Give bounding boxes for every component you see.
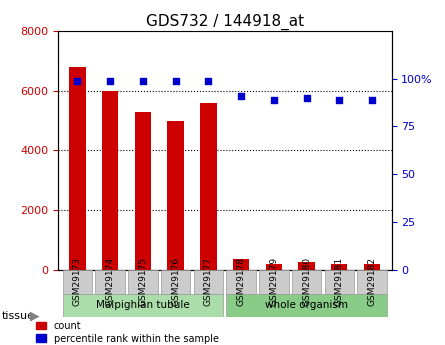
Text: GSM29173: GSM29173 — [73, 257, 82, 306]
Point — [368, 97, 376, 102]
FancyBboxPatch shape — [63, 270, 92, 294]
Point — [172, 78, 179, 83]
FancyBboxPatch shape — [227, 294, 387, 317]
Point — [107, 78, 114, 83]
Text: GSM29180: GSM29180 — [302, 257, 311, 306]
FancyBboxPatch shape — [161, 270, 190, 294]
FancyBboxPatch shape — [63, 294, 223, 317]
FancyBboxPatch shape — [194, 270, 223, 294]
Point — [139, 78, 146, 83]
Point — [205, 78, 212, 83]
Text: Malpighian tubule: Malpighian tubule — [96, 300, 190, 310]
FancyBboxPatch shape — [128, 270, 158, 294]
Point — [270, 97, 277, 102]
Bar — [364, 264, 380, 270]
Text: GSM29179: GSM29179 — [269, 257, 278, 306]
Bar — [298, 262, 315, 270]
Text: GSM29182: GSM29182 — [368, 257, 376, 306]
Point — [74, 78, 81, 83]
Bar — [167, 120, 184, 270]
Bar — [331, 264, 348, 270]
Text: GSM29181: GSM29181 — [335, 257, 344, 306]
Bar — [135, 111, 151, 270]
Bar — [233, 259, 249, 270]
FancyBboxPatch shape — [259, 270, 288, 294]
Bar — [69, 67, 85, 270]
Text: ▶: ▶ — [30, 309, 40, 322]
Text: whole organism: whole organism — [265, 300, 348, 310]
FancyBboxPatch shape — [324, 270, 354, 294]
FancyBboxPatch shape — [357, 270, 387, 294]
Text: GSM29177: GSM29177 — [204, 257, 213, 306]
Title: GDS732 / 144918_at: GDS732 / 144918_at — [146, 13, 304, 30]
Point — [303, 95, 310, 101]
Bar — [266, 264, 282, 270]
Text: GSM29174: GSM29174 — [106, 257, 115, 306]
Bar — [102, 91, 118, 270]
FancyBboxPatch shape — [227, 270, 256, 294]
Point — [238, 93, 245, 99]
Text: GSM29178: GSM29178 — [237, 257, 246, 306]
Bar — [200, 103, 217, 270]
Text: GSM29176: GSM29176 — [171, 257, 180, 306]
FancyBboxPatch shape — [96, 270, 125, 294]
FancyBboxPatch shape — [292, 270, 321, 294]
Text: GSM29175: GSM29175 — [138, 257, 147, 306]
Point — [336, 97, 343, 102]
Text: tissue: tissue — [2, 311, 35, 321]
Legend: count, percentile rank within the sample: count, percentile rank within the sample — [36, 321, 218, 344]
